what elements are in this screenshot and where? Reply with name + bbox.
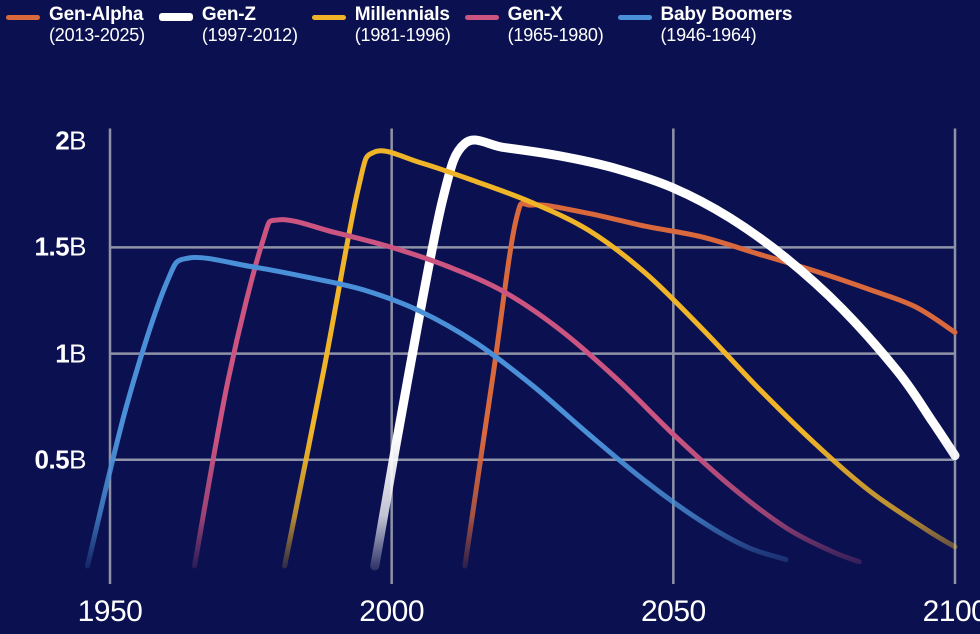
series-line-gen-z (370, 135, 960, 571)
legend-item-gen-x[interactable]: Gen-X (1965-1980) (464, 4, 604, 45)
legend-color-swatch (464, 15, 499, 20)
x-axis-tick-label: 1950 (77, 595, 143, 628)
legend-series-name: Gen-X (507, 4, 563, 25)
legend-series-name: Gen-Z (201, 4, 256, 25)
series-curves (85, 135, 960, 571)
y-axis-tick-label: 1B (0, 338, 86, 369)
y-axis-tick-label: 0.5B (0, 444, 87, 475)
plot-svg (85, 128, 960, 584)
chart-legend: Gen-Alpha (2013-2025) Gen-Z (1997-2012) Mill… (0, 0, 980, 58)
legend-item-gen-z[interactable]: Gen-Z (1997-2012) (158, 4, 298, 45)
legend-series-years: (1997-2012) (201, 25, 298, 46)
legend-text: Millennials (1981-1996) (355, 4, 451, 45)
legend-series-years: (2013-2025) (49, 25, 145, 46)
legend-text: Baby Boomers (1946-1964) (661, 4, 793, 45)
y-tick-value: 1 (55, 338, 70, 369)
y-axis-tick-label: 1.5B (0, 231, 87, 263)
legend-color-swatch (6, 15, 40, 20)
y-tick-unit: B (69, 338, 86, 369)
legend-color-swatch (158, 13, 193, 21)
legend-series-name: Gen-Alpha (49, 4, 144, 25)
gridlines (108, 128, 957, 584)
x-axis-tick-label: 2000 (359, 595, 425, 628)
y-tick-value: 0.5 (34, 444, 70, 475)
plot-area: 0.5B 1B 1.5B 2B 1950 2000 2050 2100 (0, 58, 980, 634)
legend-color-swatch (617, 15, 652, 20)
y-tick-unit: B (69, 444, 86, 475)
legend-text: Gen-Alpha (2013-2025) (49, 4, 145, 45)
series-line-millennials (282, 148, 958, 569)
y-tick-value: 2 (55, 125, 70, 156)
y-tick-value: 1.5 (34, 231, 70, 262)
y-axis-tick-label: 2B (0, 126, 86, 157)
legend-color-swatch (311, 15, 346, 20)
legend-series-years: (1965-1980) (507, 25, 604, 46)
legend-series-name: Millennials (354, 4, 450, 25)
x-axis-tick-label: 2100 (922, 595, 980, 628)
x-axis-tick-label: 2050 (640, 595, 706, 628)
legend-series-name: Baby Boomers (660, 4, 793, 25)
legend-series-years: (1981-1996) (354, 25, 451, 46)
series-line-gen-alpha (462, 200, 958, 569)
y-tick-unit: B (69, 125, 86, 156)
y-tick-unit: B (69, 231, 86, 262)
legend-item-millennials[interactable]: Millennials (1981-1996) (311, 4, 451, 45)
legend-text: Gen-X (1965-1980) (508, 4, 604, 45)
legend-series-years: (1946-1964) (660, 25, 757, 46)
legend-text: Gen-Z (1997-2012) (202, 4, 298, 45)
legend-item-gen-alpha[interactable]: Gen-Alpha (2013-2025) (6, 4, 145, 45)
series-line-gen-x (192, 217, 862, 569)
series-line-baby-boomers (85, 254, 789, 569)
legend-item-baby-boomers[interactable]: Baby Boomers (1946-1964) (617, 4, 793, 45)
